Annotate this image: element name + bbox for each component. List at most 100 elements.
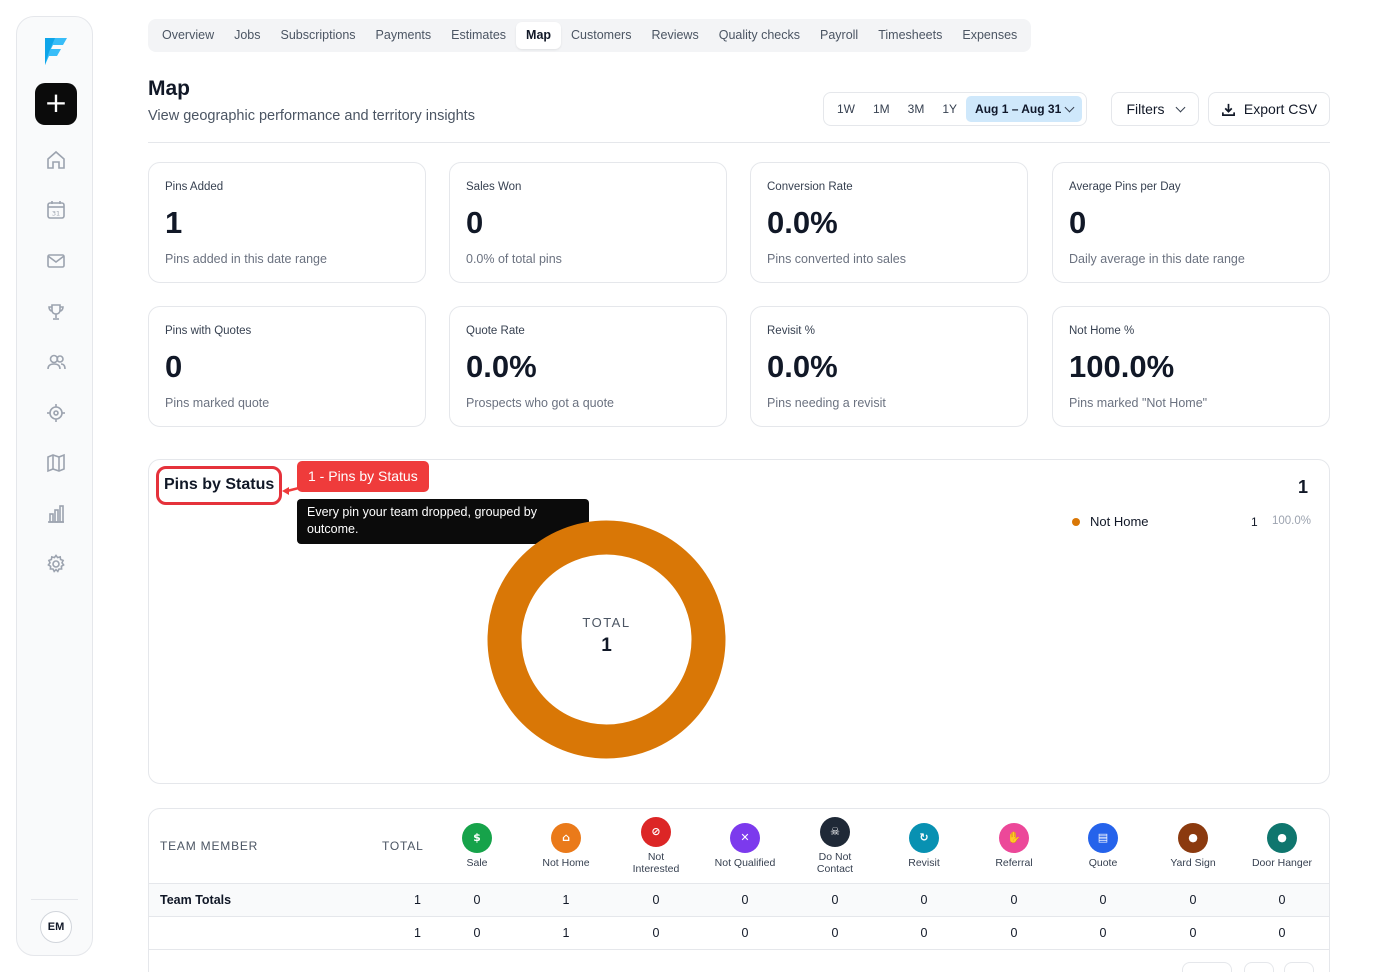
stat-label: Quote Rate [466,325,525,337]
status-column-door-hanger: ● Door Hanger [1237,823,1327,869]
stat-description: Pins marked "Not Home" [1069,396,1208,410]
team-totals-row [149,883,1329,917]
annotation-callout: 1 - Pins by Status [297,461,429,492]
row-total-cell: 1 [414,893,421,907]
row-total-cell: 1 [414,926,421,940]
status-column-not-qualified: ✕ Not Qualified [700,823,790,869]
stat-value: 100.0% [1069,349,1175,384]
pagination-next-button[interactable] [1284,962,1314,972]
highlight-box [156,466,282,505]
status-label: Door Hanger [1251,857,1313,869]
legend-count: 1 [1251,515,1258,529]
status-label: Sale [466,857,488,869]
tab-reviews[interactable]: Reviews [651,28,699,42]
home-icon[interactable] [45,149,67,171]
stat-value: 0.0% [767,349,838,384]
tab-overview[interactable]: Overview [162,28,215,42]
stat-description: Pins converted into sales [767,252,906,266]
row-divider [149,949,1329,950]
export-csv-label: Export CSV [1243,101,1318,117]
stat-card-not-home-percent: Not Home % 100.0% Pins marked "Not Home" [1052,306,1330,427]
stat-description: Pins marked quote [165,396,270,410]
avatar[interactable]: EM [40,911,72,943]
filters-button[interactable]: Filters [1111,92,1199,126]
bar-chart-icon[interactable] [45,503,67,525]
header-total: TOTAL [382,839,424,853]
tab-payroll[interactable]: Payroll [820,28,859,42]
table-cell: 0 [473,893,481,907]
status-not-qualified-icon: ✕ [730,823,760,853]
stat-value: 0.0% [767,205,838,240]
brand-logo-icon[interactable] [41,35,71,67]
stat-label: Revisit % [767,325,815,337]
export-csv-button[interactable]: Export CSV [1208,92,1330,126]
trophy-icon[interactable] [45,301,67,323]
section-tabs: Overview Jobs Subscriptions Payments Estimat… [148,19,1032,52]
range-3m-button[interactable]: 3M [907,102,925,116]
status-label: Not Interested [632,851,680,875]
tab-estimates[interactable]: Estimates [451,28,507,42]
tab-jobs[interactable]: Jobs [234,28,261,42]
tab-map[interactable]: Map [516,22,562,49]
range-1m-button[interactable]: 1M [873,102,890,116]
table-cell: 0 [1010,893,1018,907]
sidebar: + 31 EM [16,16,93,956]
table-cell: 0 [920,893,928,907]
tab-customers[interactable]: Customers [571,28,632,42]
pins-by-status-title[interactable]: Pins by Status [164,476,275,493]
status-referral-icon: ✋ [999,823,1029,853]
status-door-hanger-icon: ● [1267,823,1297,853]
status-do-not-contact-icon: ☠ [820,817,850,847]
status-not-interested-icon: ⊘ [641,817,671,847]
stat-card-sales-won: Sales Won 0 0.0% of total pins [449,162,727,283]
map-icon[interactable] [45,452,67,474]
table-cell: 0 [1189,893,1197,907]
row-name: Team Totals [160,893,232,907]
calendar-day-text: 31 [52,210,60,218]
tab-expenses[interactable]: Expenses [962,28,1018,42]
page-title: Map [148,77,190,100]
add-button[interactable]: + [35,83,77,125]
gear-icon[interactable] [45,553,67,575]
donut-slice-not-home[interactable] [487,520,726,759]
table-cell: 0 [741,926,749,940]
custom-date-range-button[interactable]: Aug 1 – Aug 31 [966,96,1083,122]
stat-description: Prospects who got a quote [466,396,615,410]
status-donut-chart [487,520,726,759]
pagination-prev-button[interactable] [1244,962,1274,972]
crosshair-icon[interactable] [45,402,67,424]
stat-value: 0 [466,205,484,240]
table-cell: 0 [920,926,928,940]
tab-timesheets[interactable]: Timesheets [878,28,943,42]
legend-dot-not-home [1072,518,1080,526]
users-icon[interactable] [45,351,67,373]
stat-card-quote-rate: Quote Rate 0.0% Prospects who got a quot… [449,306,727,427]
status-label: Do Not Contact [816,851,854,875]
page-subtitle: View geographic performance and territor… [148,108,475,124]
pagination-control[interactable] [1182,962,1232,972]
status-sale-icon: $ [462,823,492,853]
tab-quality-checks[interactable]: Quality checks [718,28,800,42]
stat-card-conversion-rate: Conversion Rate 0.0% Pins converted into… [750,162,1028,283]
stat-label: Sales Won [466,181,522,193]
download-icon [1221,103,1235,116]
range-1y-button[interactable]: 1Y [942,102,958,116]
stat-card-pins-added: Pins Added 1 Pins added in this date ran… [148,162,426,283]
range-1w-button[interactable]: 1W [837,102,855,116]
stat-label: Average Pins per Day [1069,181,1181,193]
table-cell: 0 [1189,926,1197,940]
stat-description: 0.0% of total pins [466,252,562,266]
status-column-yard-sign: ● Yard Sign [1148,823,1238,869]
tab-payments[interactable]: Payments [375,28,432,42]
stat-card-revisit-percent: Revisit % 0.0% Pins needing a revisit [750,306,1028,427]
stat-description: Pins needing a revisit [767,396,886,410]
donut-center-total: 1 [601,635,612,656]
calendar-icon[interactable]: 31 [45,199,67,221]
table-cell: 0 [831,893,839,907]
tab-subscriptions[interactable]: Subscriptions [280,28,356,42]
mail-icon[interactable] [45,250,67,272]
stat-value: 0 [165,349,183,384]
status-quote-icon: ▤ [1088,823,1118,853]
stat-value: 0 [1069,205,1087,240]
status-column-not-interested: ⊘ Not Interested [611,817,701,875]
